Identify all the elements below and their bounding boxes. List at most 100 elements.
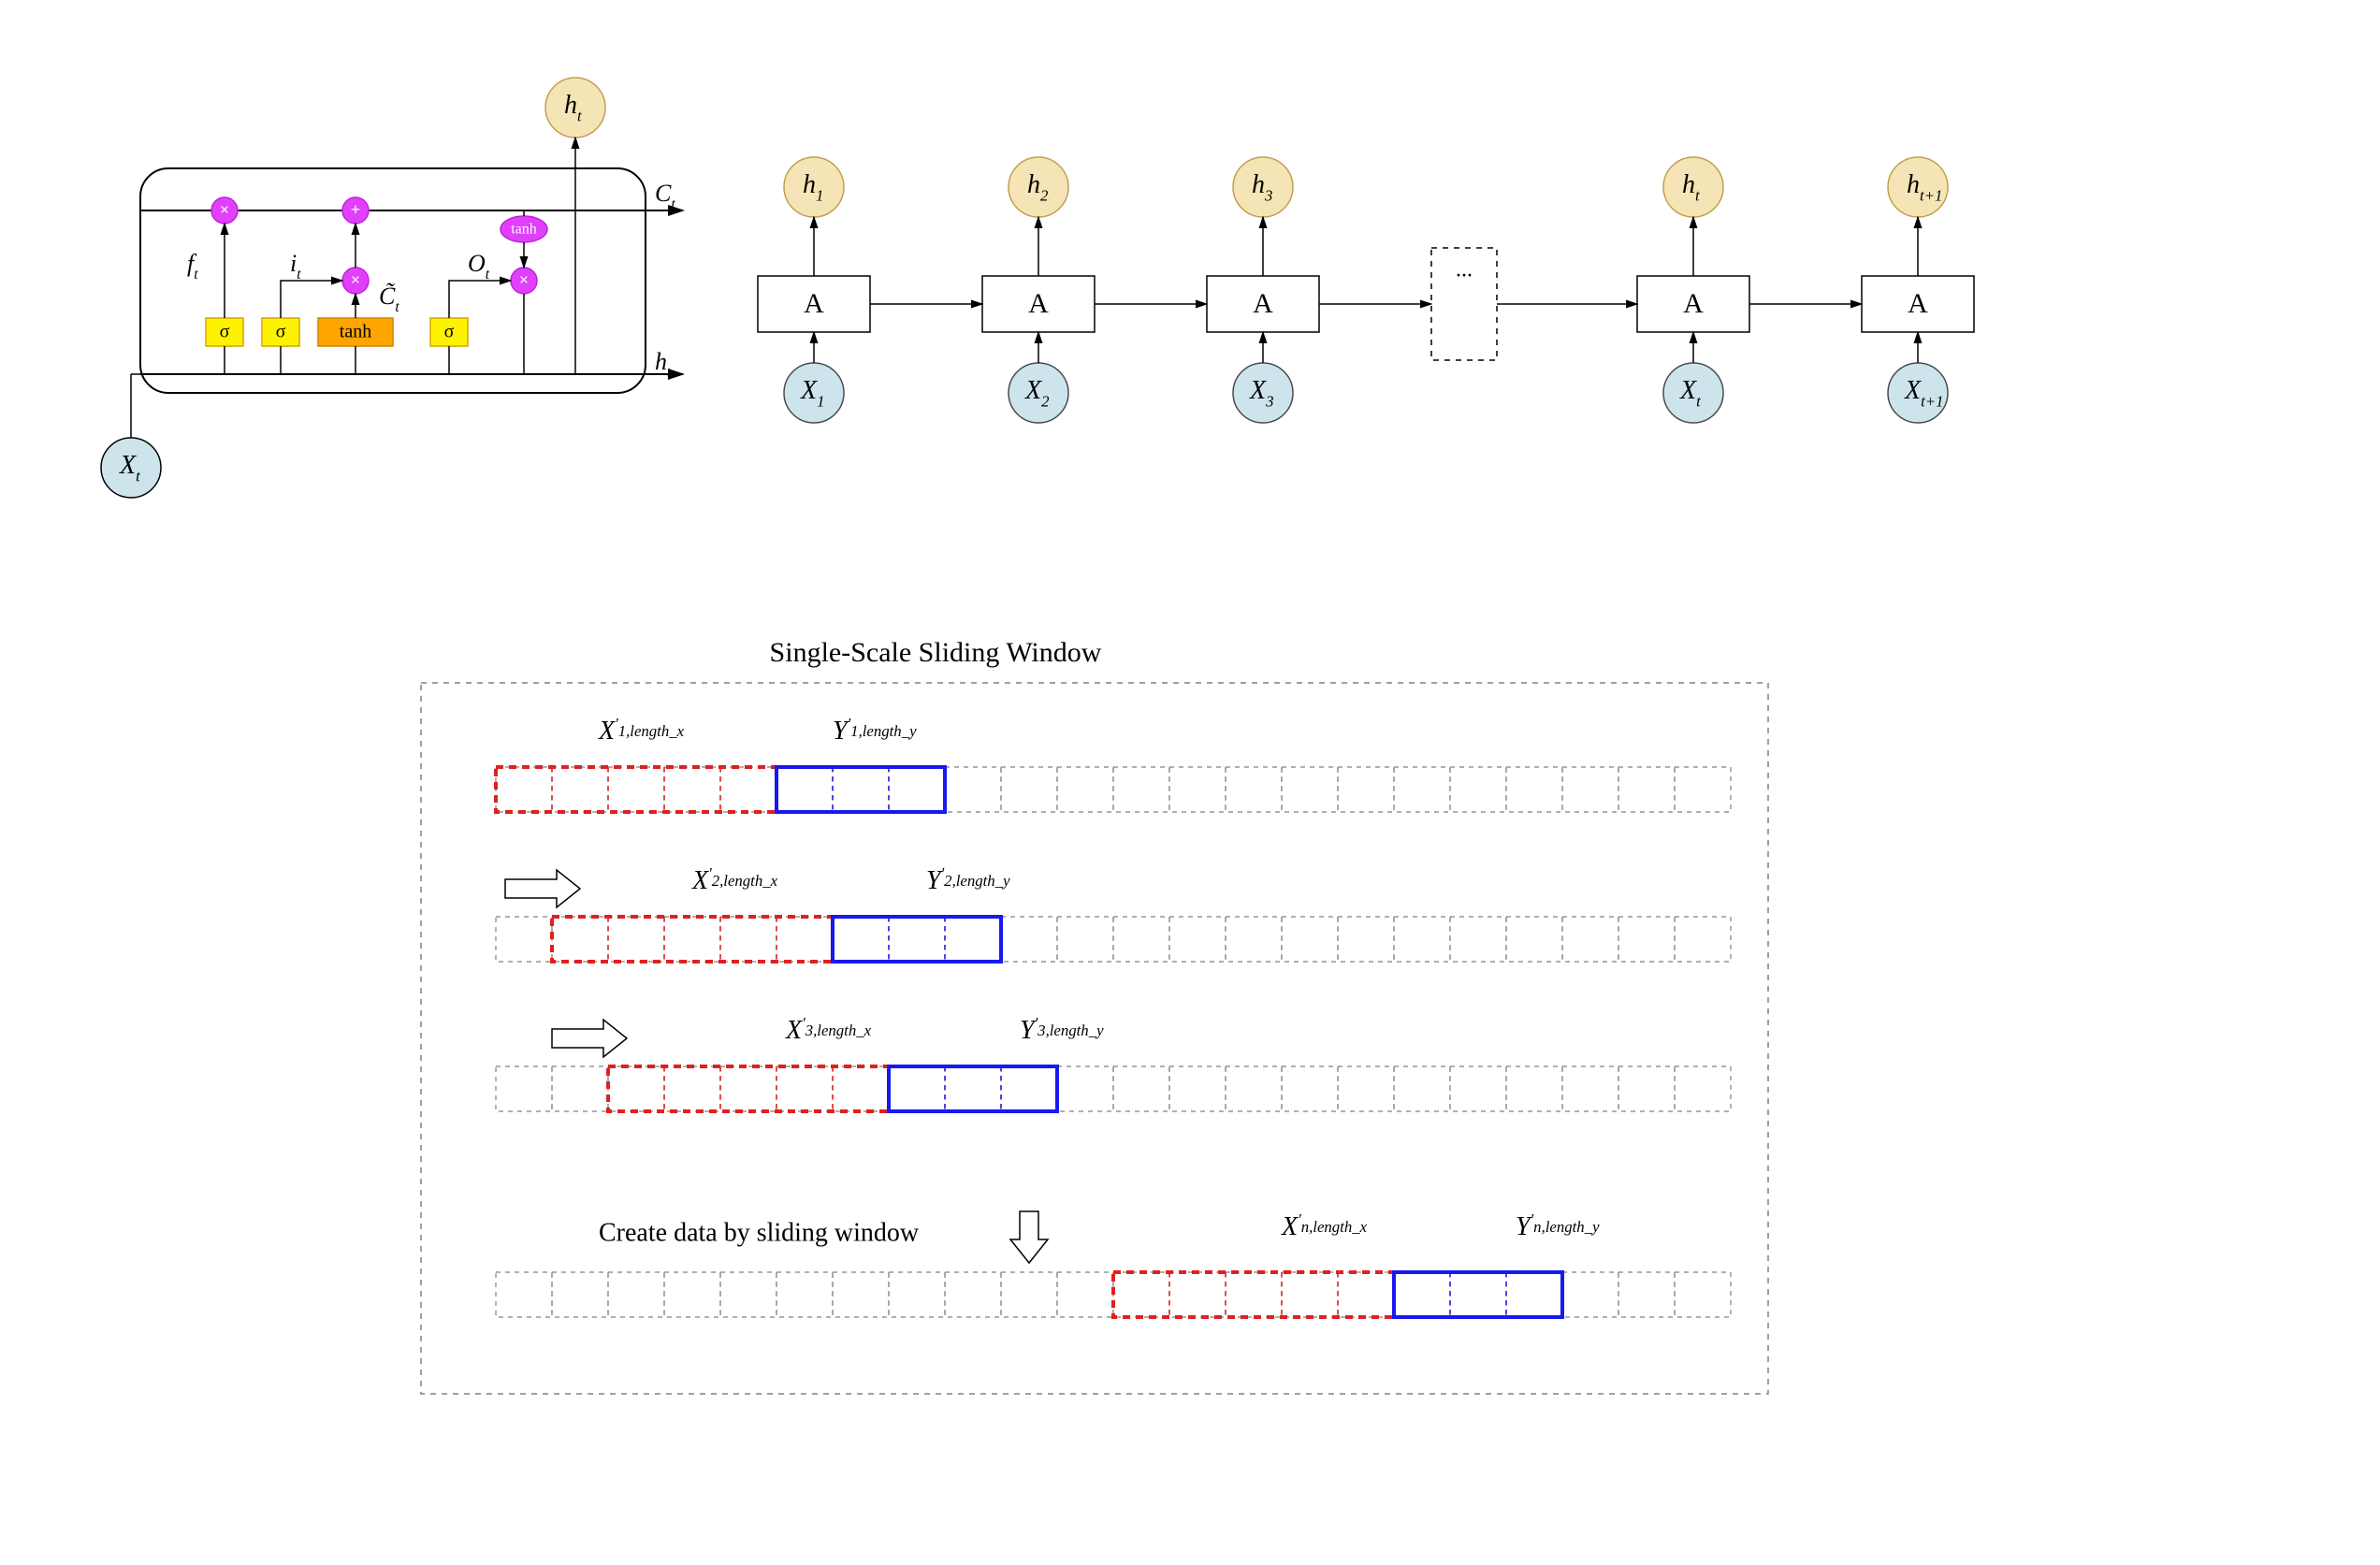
shift-arrow: [505, 870, 580, 907]
unrolled-cell-2-label: A: [1253, 288, 1273, 319]
grid-cell: [1282, 917, 1338, 962]
unrolled-cell-4-label: A: [1908, 288, 1928, 319]
y-label-1: Y'2,length_y: [926, 864, 1010, 895]
grid-cell: [1057, 1272, 1113, 1317]
grid-cell: [1562, 917, 1618, 962]
grid-cell: [945, 1066, 1001, 1111]
grid-cell: [833, 917, 889, 962]
y-label-0: Y'1,length_y: [833, 715, 917, 746]
add-node-sym: +: [351, 200, 360, 219]
sliding-title: Single-Scale Sliding Window: [770, 637, 1102, 668]
svg-text:Y'3,length_y: Y'3,length_y: [1020, 1014, 1104, 1045]
grid-cell: [1001, 1272, 1057, 1317]
unrolled-cell-0-label: A: [804, 288, 824, 319]
grid-cell: [1226, 1272, 1282, 1317]
grid-cell: [1450, 1272, 1506, 1317]
grid-cell: [1057, 917, 1113, 962]
svg-text:X'2,length_x: X'2,length_x: [691, 864, 778, 895]
blue-window-1: [833, 917, 1001, 962]
grid-cell: [945, 1272, 1001, 1317]
grid-cell: [1618, 767, 1675, 812]
grid-cell: [1226, 917, 1282, 962]
grid-cell: [889, 917, 945, 962]
x-label-1: X'2,length_x: [691, 864, 778, 895]
grid-cell: [720, 1272, 776, 1317]
grid-cell: [1001, 917, 1057, 962]
gate-0-label: σ: [220, 322, 230, 342]
grid-cell: [608, 767, 664, 812]
grid-cell: [1282, 1066, 1338, 1111]
grid-cell: [552, 1066, 608, 1111]
grid-cell: [1675, 917, 1731, 962]
grid-cell: [1282, 767, 1338, 812]
grid-cell: [776, 917, 833, 962]
grid-cell: [1338, 1272, 1394, 1317]
grid-cell: [1450, 767, 1506, 812]
grid-cell: [1169, 1066, 1226, 1111]
label-Ct: Ct: [655, 180, 675, 212]
svg-text:Y'1,length_y: Y'1,length_y: [833, 715, 917, 746]
create-data-text: Create data by sliding window: [599, 1218, 920, 1247]
grid-cell: [1394, 1066, 1450, 1111]
grid-cell: [1338, 1066, 1394, 1111]
svg-text:X'1,length_x: X'1,length_x: [598, 715, 685, 746]
grid-cell: [1562, 1066, 1618, 1111]
grid-cell: [1394, 1272, 1450, 1317]
svg-text:Ct: Ct: [655, 180, 675, 212]
down-arrow: [1010, 1211, 1048, 1263]
mult-input-sym: ×: [351, 270, 360, 289]
red-window-3: [1113, 1272, 1394, 1317]
grid-cell: [496, 767, 552, 812]
grid-cell: [720, 1066, 776, 1111]
grid-cell: [1001, 767, 1057, 812]
red-window-1: [552, 917, 833, 962]
svg-text:ht: ht: [655, 348, 672, 381]
grid-cell: [1113, 1066, 1169, 1111]
grid-cell: [720, 917, 776, 962]
mult-forget-sym: ×: [220, 200, 229, 219]
grid-cell: [833, 1066, 889, 1111]
svg-text:Y'n,length_y: Y'n,length_y: [1516, 1210, 1600, 1241]
grid-cell: [1506, 1066, 1562, 1111]
grid-cell: [1226, 767, 1282, 812]
grid-cell: [776, 1066, 833, 1111]
grid-cell: [1675, 767, 1731, 812]
grid-cell: [1394, 917, 1450, 962]
grid-cell: [1562, 767, 1618, 812]
red-window-0: [496, 767, 776, 812]
blue-window-0: [776, 767, 945, 812]
unrolled-cell-3-label: A: [1683, 288, 1704, 319]
grid-cell: [1338, 917, 1394, 962]
grid-cell: [1169, 767, 1226, 812]
grid-cell: [889, 1272, 945, 1317]
grid-cell: [889, 767, 945, 812]
grid-cell: [608, 1066, 664, 1111]
grid-cell: [889, 1066, 945, 1111]
grid-cell: [1506, 1272, 1562, 1317]
grid-cell: [496, 1066, 552, 1111]
grid-cell: [1675, 1272, 1731, 1317]
grid-cell: [1618, 917, 1675, 962]
grid-cell: [1450, 917, 1506, 962]
svg-text:X'n,length_x: X'n,length_x: [1281, 1210, 1368, 1241]
x-label-0: X'1,length_x: [598, 715, 685, 746]
grid-cell: [1169, 917, 1226, 962]
grid-cell: [1226, 1066, 1282, 1111]
gate-1-label: σ: [276, 322, 286, 342]
grid-cell: [496, 1272, 552, 1317]
grid-cell: [1618, 1272, 1675, 1317]
grid-cell: [496, 917, 552, 962]
grid-cell: [664, 917, 720, 962]
grid-cell: [1113, 1272, 1169, 1317]
grid-cell: [608, 1272, 664, 1317]
grid-cell: [945, 767, 1001, 812]
mult-output-sym: ×: [519, 270, 529, 289]
x-label-2: X'3,length_x: [785, 1014, 872, 1045]
blue-window-2: [889, 1066, 1057, 1111]
grid-cell: [945, 917, 1001, 962]
grid-cell: [1562, 1272, 1618, 1317]
gate-3-label: σ: [444, 322, 455, 342]
grid-cell: [1057, 767, 1113, 812]
y-label-2: Y'3,length_y: [1020, 1014, 1104, 1045]
tanh2-label: tanh: [511, 222, 537, 238]
